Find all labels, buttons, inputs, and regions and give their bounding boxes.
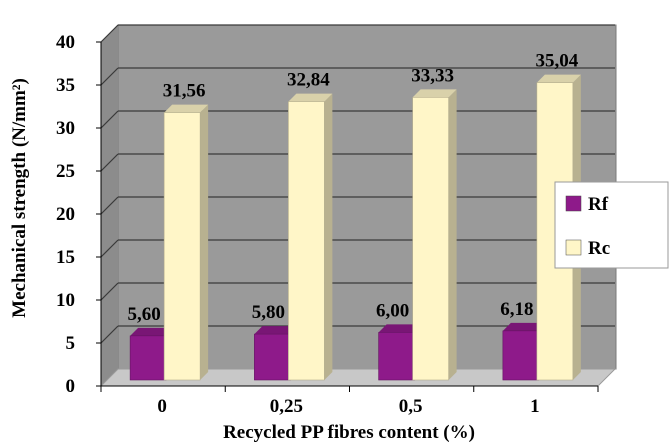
bar-side xyxy=(448,89,457,380)
gridline-side xyxy=(100,325,119,344)
data-label-rc: 32,84 xyxy=(287,70,330,91)
y-tick-label: 20 xyxy=(56,204,75,225)
data-label-rc: 35,04 xyxy=(536,51,579,72)
data-labels: 5,60 31,56 5,80 32,84 6,00 33,33 6,18 35,04 xyxy=(128,51,579,325)
bar-side xyxy=(200,104,209,381)
bar-top xyxy=(378,324,423,333)
bar-top xyxy=(502,322,547,331)
bar-front xyxy=(378,332,415,381)
bar-front xyxy=(163,112,201,381)
bars xyxy=(129,74,581,381)
y-tick-label: 5 xyxy=(66,333,76,354)
legend-label-rc: Rc xyxy=(588,238,610,259)
data-label-rc: 31,56 xyxy=(163,81,206,102)
gridline-side xyxy=(100,196,119,215)
x-axis-title: Recycled PP fibres content (%) xyxy=(223,422,475,442)
y-tick-label: 10 xyxy=(56,290,75,311)
y-tick-label: 0 xyxy=(66,376,76,397)
data-label-rf: 6,18 xyxy=(500,299,533,320)
y-tick-label: 25 xyxy=(56,161,75,182)
y-tick-label: 35 xyxy=(56,75,75,96)
bar-front xyxy=(254,333,291,381)
data-label-rf: 6,00 xyxy=(376,300,409,321)
x-tick-label: 1 xyxy=(530,396,540,417)
bar-top xyxy=(164,104,209,113)
gridline-side xyxy=(100,282,119,301)
bar-top xyxy=(130,327,175,336)
bar-front xyxy=(129,335,167,381)
bar-top xyxy=(288,93,333,102)
data-label-rf: 5,80 xyxy=(252,302,285,323)
legend-swatch-rf xyxy=(565,195,582,212)
bar-rc-0 xyxy=(163,104,209,381)
bar-front xyxy=(288,101,325,381)
bar-side xyxy=(324,93,333,381)
legend-label-rf: Rf xyxy=(588,194,609,215)
bar-front xyxy=(412,97,449,381)
bar-top xyxy=(254,326,299,335)
y-tick-label: 15 xyxy=(56,247,75,268)
gridline-side xyxy=(100,67,119,86)
legend: Rf Rc xyxy=(554,181,669,269)
y-tick-label: 40 xyxy=(56,32,75,53)
gridline-side xyxy=(100,239,119,258)
bar-top xyxy=(412,89,457,98)
bar-rc-2 xyxy=(412,89,457,381)
x-tick-label: 0,5 xyxy=(399,396,423,417)
x-tick-label: 0 xyxy=(157,396,167,417)
data-label-rf: 5,60 xyxy=(128,304,161,325)
legend-swatch-rc xyxy=(565,239,582,256)
x-tick-label: 0,25 xyxy=(270,396,303,417)
bar-top xyxy=(536,74,581,83)
bar-rc-1 xyxy=(288,93,333,381)
gridline-side xyxy=(100,24,119,43)
y-tick-label: 30 xyxy=(56,118,75,139)
y-axis-ticks: 0 5 10 15 20 25 30 35 40 xyxy=(56,32,102,397)
bar-front xyxy=(502,330,540,381)
bar-rf-0 xyxy=(129,327,175,381)
gridline-side xyxy=(100,110,119,129)
y-axis-title: Mechanical strength (N/mm²) xyxy=(9,78,30,318)
data-label-rc: 33,33 xyxy=(411,65,454,86)
gridline-side xyxy=(100,153,119,172)
x-axis-ticks: 0 0,25 0,5 1 xyxy=(100,385,599,417)
